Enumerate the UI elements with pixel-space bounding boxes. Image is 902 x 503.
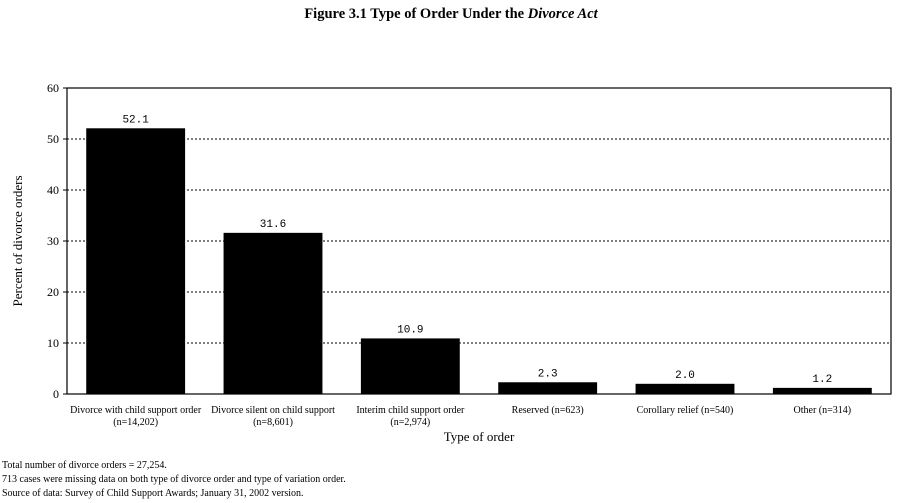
category-sublabel-0: (n=14,202) <box>113 417 158 428</box>
data-label-5: 1.2 <box>812 374 832 386</box>
x-axis-title: Type of order <box>444 429 515 444</box>
y-tick-label-10: 10 <box>47 336 59 350</box>
chart-title-italic: Divorce Act <box>527 6 598 22</box>
category-sublabel-1: (n=8,601) <box>253 417 293 428</box>
category-label-0: Divorce with child support order <box>70 405 202 416</box>
chart-title-main: Figure 3.1 Type of Order Under the <box>304 6 528 22</box>
data-label-3: 2.3 <box>538 368 558 380</box>
category-label-3: Reserved (n=623) <box>512 405 584 416</box>
data-label-1: 31.6 <box>260 219 286 231</box>
y-axis-title: Percent of divorce orders <box>10 175 25 306</box>
bars: 52.1 31.6 10.9 2.3 2.0 1.2 <box>86 114 872 395</box>
footnotes: Total number of divorce orders = 27,254.… <box>2 459 346 501</box>
y-tick-label-0: 0 <box>53 387 59 401</box>
category-label-4: Corollary relief (n=540) <box>637 405 734 416</box>
y-tick-label-30: 30 <box>47 234 59 248</box>
bar-3 <box>498 382 598 394</box>
y-tick-label-20: 20 <box>47 285 59 299</box>
gridlines <box>67 138 891 344</box>
y-axis-ticks: 0 10 20 30 40 50 60 <box>47 81 67 401</box>
footnote-missing: 713 cases were missing data on both type… <box>2 474 346 485</box>
data-label-4: 2.0 <box>675 370 695 382</box>
category-label-2: Interim child support order <box>356 405 465 416</box>
bar-1 <box>223 232 323 394</box>
x-axis-category-labels: Divorce with child support order(n=14,20… <box>70 405 851 428</box>
category-label-5: Other (n=314) <box>794 405 852 416</box>
data-label-0: 52.1 <box>122 114 149 126</box>
y-tick-label-50: 50 <box>47 132 59 146</box>
bar-0 <box>86 128 186 395</box>
category-sublabel-2: (n=2,974) <box>390 417 430 428</box>
y-tick-label-40: 40 <box>47 183 59 197</box>
bar-4 <box>635 383 735 394</box>
bar-chart: 52.1 31.6 10.9 2.3 2.0 1.2 0 10 20 30 40 50 60 Divo… <box>10 81 892 444</box>
footnote-source: Source of data: Survey of Child Support … <box>2 488 304 499</box>
bar-2 <box>360 338 460 394</box>
data-label-2: 10.9 <box>397 324 423 336</box>
category-label-1: Divorce silent on child support <box>211 405 335 416</box>
footnote-total: Total number of divorce orders = 27,254. <box>2 460 167 471</box>
chart-title: Figure 3.1 Type of Order Under the Divor… <box>0 6 902 23</box>
y-tick-label-60: 60 <box>47 81 59 95</box>
bar-5 <box>772 387 872 394</box>
